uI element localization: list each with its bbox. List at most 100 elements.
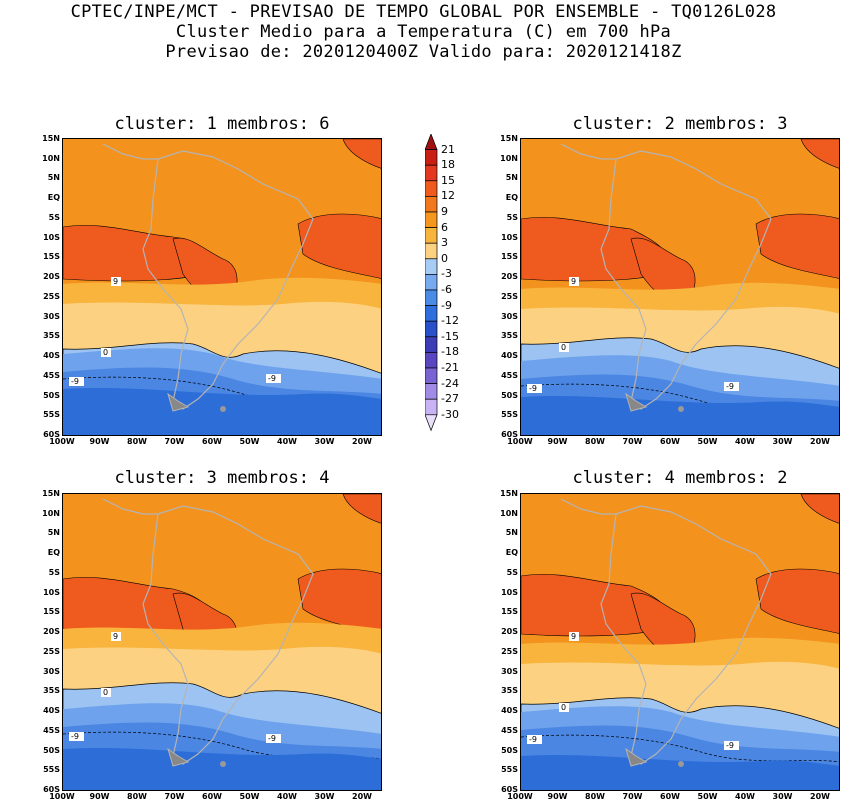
svg-text:-9: -9 bbox=[71, 732, 79, 741]
lat-tick: 15S bbox=[43, 607, 60, 617]
svg-text:0: 0 bbox=[103, 688, 108, 697]
colorbar-label: -3 bbox=[441, 267, 452, 281]
lat-tick: 15N bbox=[42, 134, 60, 143]
colorbar-bar bbox=[425, 134, 438, 432]
lat-tick: 25S bbox=[43, 646, 60, 656]
lon-tick: 80W bbox=[127, 792, 147, 801]
colorbar-segment bbox=[425, 352, 438, 369]
lat-tick: 25S bbox=[43, 291, 60, 301]
lat-tick: 15S bbox=[501, 607, 518, 617]
map-panel-4: 9 0 -9 -9 bbox=[520, 493, 840, 791]
panel-title-2: cluster: 2 membros: 3 bbox=[572, 114, 788, 134]
lon-tick: 80W bbox=[585, 792, 605, 801]
lat-tick: 10S bbox=[43, 232, 60, 242]
lat-tick: 30S bbox=[501, 666, 518, 676]
lat-tick: 55S bbox=[43, 410, 60, 420]
lat-tick: 20S bbox=[501, 627, 518, 637]
panel-title-1: cluster: 1 membros: 6 bbox=[114, 114, 330, 134]
colorbar-label: 0 bbox=[441, 251, 448, 265]
lon-tick: 50W bbox=[697, 437, 718, 446]
lat-tick: 10N bbox=[42, 153, 60, 163]
lat-tick: 15S bbox=[43, 252, 60, 262]
contour-label: 9 bbox=[569, 277, 579, 286]
contour-label: -9 bbox=[266, 374, 281, 383]
lat-tick: 40S bbox=[501, 706, 518, 716]
lat-tick: 60S bbox=[43, 785, 60, 794]
map-panel-3: 9 0 -9 -9 bbox=[62, 493, 382, 791]
map-panel-2: 9 0 -9 -9 bbox=[520, 138, 840, 436]
lat-tick: 35S bbox=[501, 331, 518, 341]
lat-tick: 15N bbox=[42, 489, 60, 498]
lat-tick: 40S bbox=[43, 706, 60, 716]
svg-text:0: 0 bbox=[561, 343, 566, 352]
lat-tick: 50S bbox=[43, 390, 60, 400]
lat-tick: 15N bbox=[500, 489, 518, 498]
contour-label: -9 bbox=[724, 741, 739, 750]
lat-tick: 60S bbox=[501, 785, 518, 794]
lat-tick: 15S bbox=[501, 252, 518, 262]
svg-text:-9: -9 bbox=[268, 734, 276, 743]
lon-tick: 40W bbox=[277, 792, 297, 801]
lat-tick: 50S bbox=[501, 390, 518, 400]
lat-tick: 45S bbox=[501, 725, 518, 735]
colorbar-segment bbox=[425, 227, 438, 244]
contour-label: 0 bbox=[559, 343, 569, 352]
contour-label: 0 bbox=[559, 703, 569, 712]
lat-tick: 15N bbox=[500, 134, 518, 143]
contour-label: 9 bbox=[569, 632, 579, 641]
colorbar-segment bbox=[425, 164, 438, 182]
lat-tick: 10S bbox=[501, 587, 518, 597]
contour-label: -9 bbox=[266, 734, 281, 743]
lat-tick: 30S bbox=[43, 311, 60, 321]
lat-tick: 25S bbox=[501, 291, 518, 301]
contour-label: -9 bbox=[724, 382, 739, 391]
lon-tick: 60W bbox=[660, 792, 680, 801]
lon-tick: 90W bbox=[547, 792, 568, 801]
contour-label: -9 bbox=[69, 732, 84, 741]
lat-tick: 40S bbox=[43, 351, 60, 361]
lat-tick: 20S bbox=[501, 272, 518, 282]
lon-tick: 20W bbox=[352, 792, 372, 801]
contour-label: 0 bbox=[101, 688, 111, 697]
svg-text:-9: -9 bbox=[529, 735, 537, 744]
lat-tick: 50S bbox=[501, 745, 518, 755]
lat-tick: EQ bbox=[47, 548, 60, 558]
contour-label: -9 bbox=[69, 377, 84, 386]
lat-tick: 30S bbox=[501, 311, 518, 321]
colorbar-label: 15 bbox=[441, 173, 455, 187]
panel-title-3: cluster: 3 membros: 4 bbox=[114, 468, 330, 488]
title-line-3: Previsao de: 2020120400Z Valido para: 20… bbox=[165, 42, 682, 62]
colorbar-segment bbox=[425, 180, 438, 197]
lon-tick: 40W bbox=[735, 437, 755, 446]
lat-tick: 40S bbox=[501, 351, 518, 361]
lon-tick: 30W bbox=[772, 792, 793, 801]
lat-tick: 35S bbox=[501, 686, 518, 696]
colorbar-top-arrow bbox=[425, 134, 438, 150]
lon-tick: 40W bbox=[735, 792, 755, 801]
lat-tick: 10S bbox=[43, 587, 60, 597]
lat-tick: 60S bbox=[43, 430, 60, 439]
lon-tick: 80W bbox=[585, 437, 605, 446]
svg-text:-9: -9 bbox=[726, 382, 734, 391]
lon-tick: 70W bbox=[164, 792, 185, 801]
colorbar-label: 18 bbox=[441, 158, 455, 172]
colorbar-segment bbox=[425, 305, 438, 322]
colorbar-label: -30 bbox=[441, 407, 459, 421]
lat-tick: 5S bbox=[48, 567, 60, 577]
colorbar-segment bbox=[425, 367, 438, 384]
contour-label: -9 bbox=[527, 384, 542, 393]
lat-tick: 5S bbox=[506, 567, 518, 577]
lat-tick: 20S bbox=[43, 272, 60, 282]
lon-tick: 30W bbox=[314, 792, 335, 801]
lat-tick: 25S bbox=[501, 646, 518, 656]
lon-tick: 100W bbox=[507, 437, 533, 446]
temperature-field-1: 9 0 -9 -9 bbox=[63, 139, 381, 435]
colorbar-label: 3 bbox=[441, 236, 448, 250]
contour-label: 0 bbox=[101, 348, 111, 357]
lat-tick: 10N bbox=[42, 508, 60, 518]
colorbar-segment bbox=[425, 289, 438, 306]
colorbar-label: -15 bbox=[441, 329, 459, 343]
svg-text:9: 9 bbox=[113, 632, 118, 641]
lat-tick: 55S bbox=[501, 765, 518, 775]
colorbar-label: -12 bbox=[441, 314, 459, 328]
